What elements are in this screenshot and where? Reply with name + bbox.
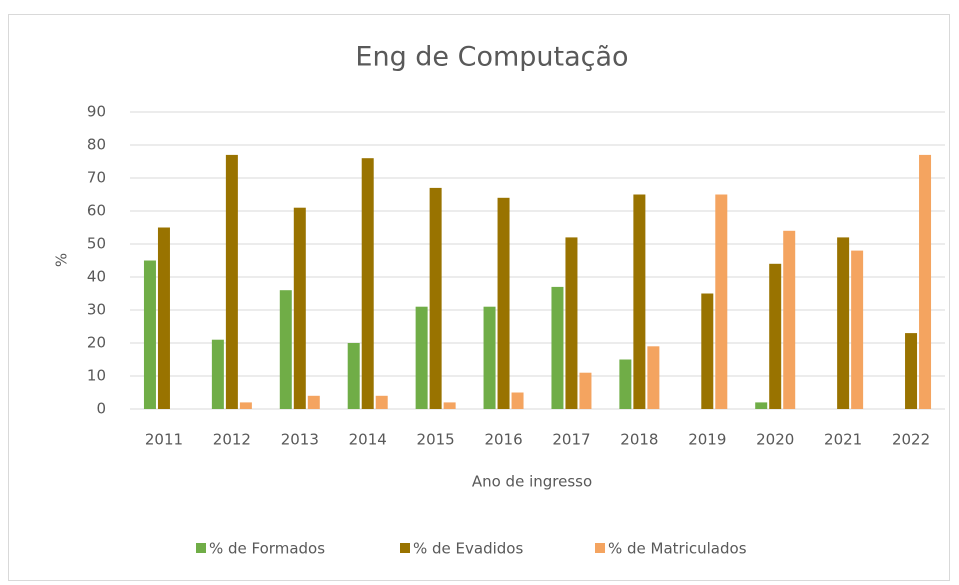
chart-title: Eng de Computação xyxy=(355,42,628,73)
y-axis-label: % xyxy=(53,253,71,267)
y-tick-label: 20 xyxy=(87,334,106,352)
bar xyxy=(715,194,728,409)
x-tick-label: 2016 xyxy=(484,431,522,449)
bar xyxy=(837,237,850,409)
bar xyxy=(579,372,592,409)
x-tick-label: 2014 xyxy=(349,431,387,449)
legend-swatch xyxy=(595,543,605,553)
x-tick-label: 2019 xyxy=(688,431,726,449)
y-tick-label: 70 xyxy=(87,169,106,187)
bar xyxy=(443,402,456,409)
y-tick-label: 60 xyxy=(87,202,106,220)
bar xyxy=(347,343,360,409)
bar xyxy=(361,158,374,409)
bar xyxy=(633,194,646,409)
bar xyxy=(511,392,524,409)
bar xyxy=(157,227,170,409)
bar xyxy=(619,359,632,409)
bar xyxy=(905,333,918,409)
bar xyxy=(415,306,428,409)
x-axis-label: Ano de ingresso xyxy=(472,473,592,491)
y-tick-label: 50 xyxy=(87,235,106,253)
bar xyxy=(755,402,768,409)
y-tick-label: 40 xyxy=(87,268,106,286)
legend-label: % de Formados xyxy=(209,540,325,558)
x-tick-label: 2012 xyxy=(213,431,251,449)
bar xyxy=(647,346,660,409)
bar xyxy=(565,237,578,409)
y-tick-label: 90 xyxy=(87,103,106,121)
bar xyxy=(769,263,782,409)
bar xyxy=(211,339,224,409)
x-tick-label: 2022 xyxy=(892,431,930,449)
bar xyxy=(307,395,320,409)
x-tick-label: 2017 xyxy=(552,431,590,449)
y-tick-label: 10 xyxy=(87,367,106,385)
y-tick-label: 80 xyxy=(87,136,106,154)
bar xyxy=(279,290,292,409)
bar xyxy=(851,250,864,409)
x-tick-label: 2013 xyxy=(281,431,319,449)
bar xyxy=(483,306,496,409)
x-tick-label: 2021 xyxy=(824,431,862,449)
bar xyxy=(225,154,238,409)
legend-label: % de Matriculados xyxy=(608,540,747,558)
bar xyxy=(375,395,388,409)
y-tick-label: 30 xyxy=(87,301,106,319)
legend-swatch xyxy=(196,543,206,553)
legend-swatch xyxy=(400,543,410,553)
bar xyxy=(497,197,510,409)
bar xyxy=(783,230,796,409)
x-tick-label: 2015 xyxy=(417,431,455,449)
x-tick-label: 2020 xyxy=(756,431,794,449)
bar xyxy=(293,207,306,409)
bar xyxy=(701,293,714,409)
x-tick-label: 2018 xyxy=(620,431,658,449)
bar xyxy=(551,286,564,409)
bar xyxy=(143,260,156,409)
x-tick-label: 2011 xyxy=(145,431,183,449)
bar xyxy=(429,187,442,409)
bar xyxy=(919,154,932,409)
legend-label: % de Evadidos xyxy=(413,540,523,558)
bar xyxy=(239,402,252,409)
y-tick-label: 0 xyxy=(96,400,106,418)
